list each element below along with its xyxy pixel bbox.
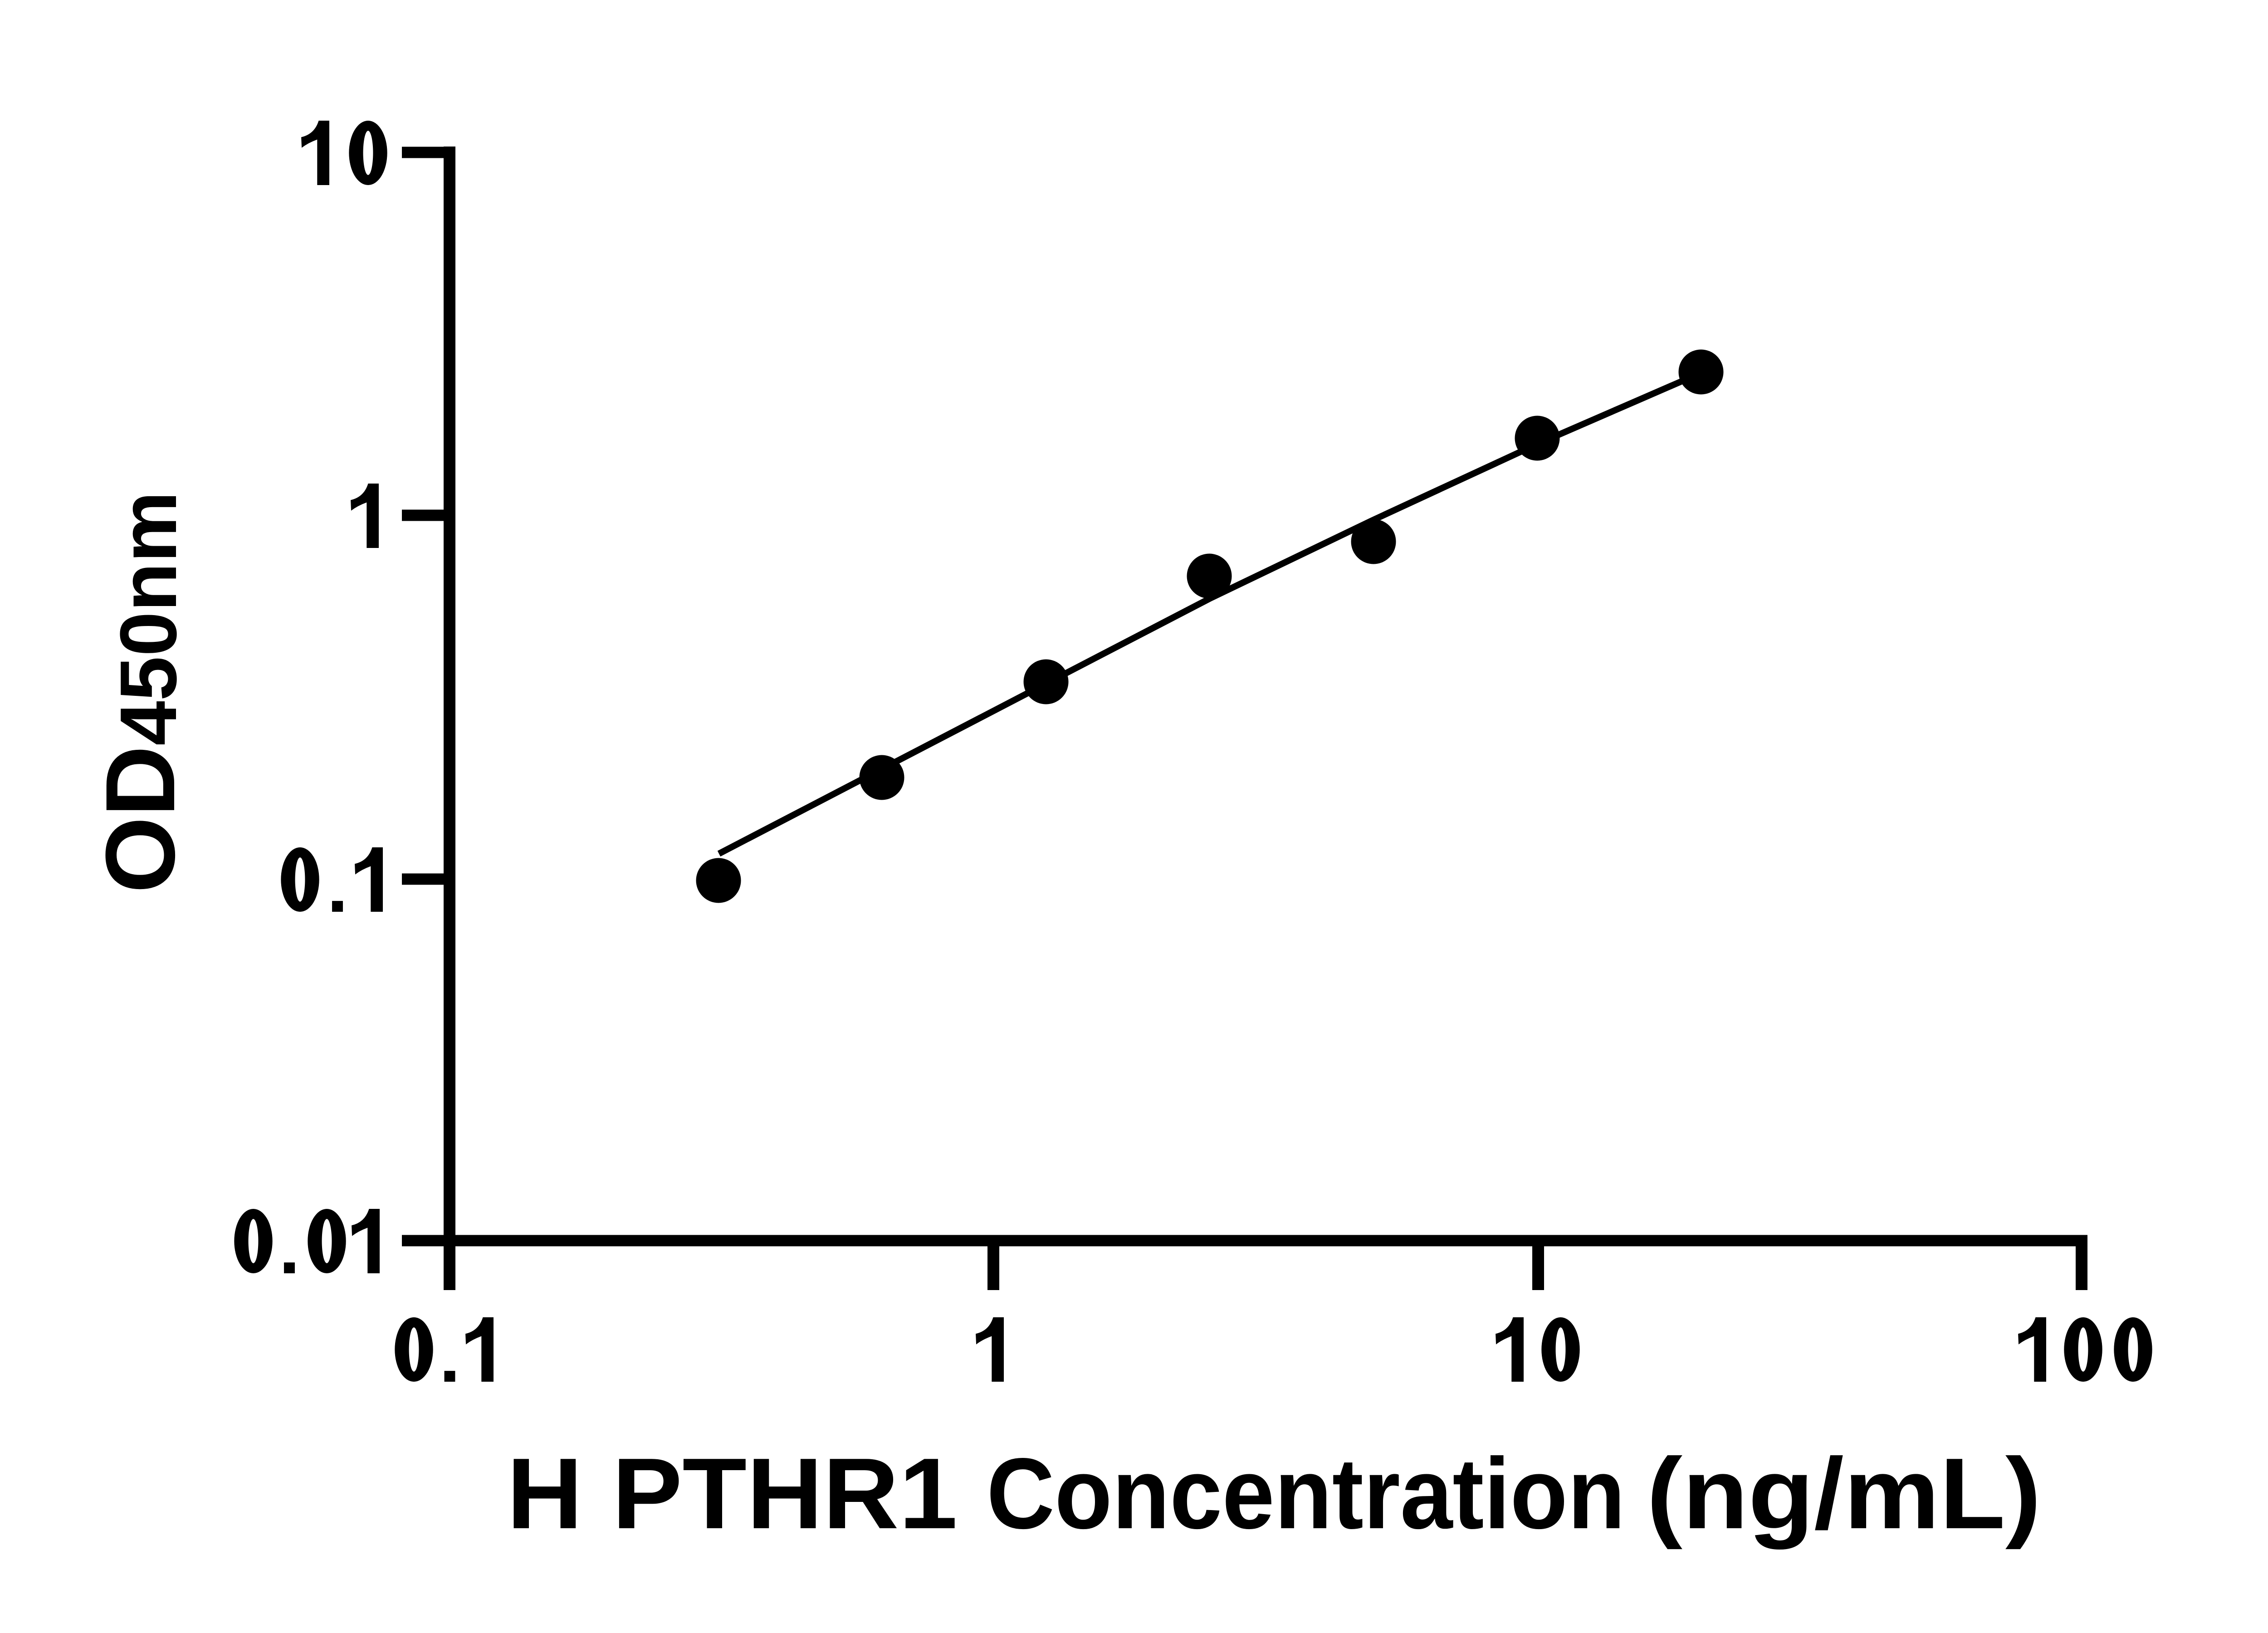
svg-text:Concentration: Concentration: [987, 1437, 1625, 1550]
svg-text:H PTHR1: H PTHR1: [507, 1437, 958, 1550]
svg-text:(ng/mL): (ng/mL): [1647, 1437, 2041, 1550]
svg-text:OD450nm: OD450nm: [85, 491, 195, 893]
